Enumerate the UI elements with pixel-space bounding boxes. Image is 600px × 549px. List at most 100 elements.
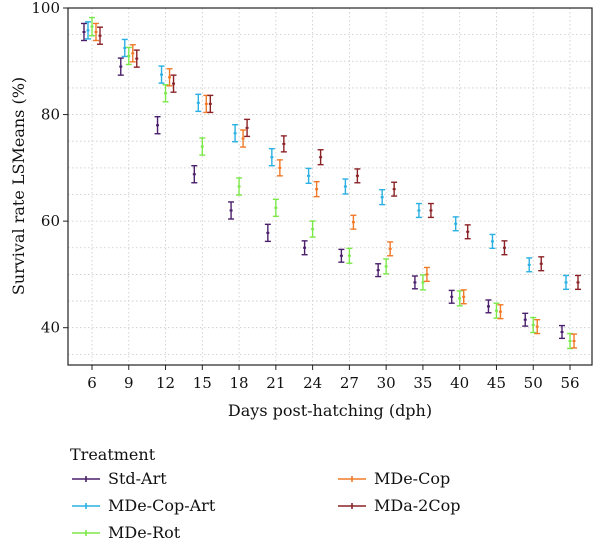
y-axis: 40 60 80 100 <box>31 0 68 337</box>
data-point <box>538 256 545 272</box>
data-point <box>264 223 271 243</box>
data-point <box>313 181 320 198</box>
data-point <box>232 123 239 143</box>
data-point <box>448 289 455 304</box>
series-std-art <box>81 22 565 340</box>
legend-item-mde-cop: MDe-Cop <box>338 469 450 488</box>
data-point <box>485 299 492 314</box>
data-point <box>338 248 345 263</box>
legend-label: MDe-Cop <box>374 469 450 488</box>
data-point <box>89 16 95 37</box>
data-point <box>93 22 99 42</box>
x-tick-label: 18 <box>230 374 249 392</box>
data-point <box>317 149 324 166</box>
data-point <box>489 233 496 250</box>
data-point <box>240 129 247 148</box>
legend-items: Std-Art MDe-Cop-Art MDe-Rot MDe-Cop MDa-2Cop <box>72 469 460 542</box>
legend: Treatment Std-Art MDe-Cop-Art MDe-Rot MDe-C… <box>70 445 460 542</box>
data-point <box>350 214 357 230</box>
data-point <box>158 65 165 84</box>
series-mde-rot <box>89 16 573 350</box>
data-point <box>170 74 177 93</box>
data-point <box>191 165 198 184</box>
legend-label: MDe-Cop-Art <box>108 496 216 515</box>
data-point <box>497 304 504 320</box>
y-tick-label: 80 <box>41 106 60 124</box>
data-point <box>575 274 581 291</box>
data-point <box>81 22 87 42</box>
x-tick-label: 9 <box>124 374 134 392</box>
series-mda-2cop <box>97 26 581 291</box>
x-tick-label: 27 <box>340 374 359 392</box>
x-tick-label: 35 <box>413 374 432 392</box>
data-point <box>129 44 136 63</box>
data-point <box>501 240 508 256</box>
data-point <box>526 257 533 273</box>
grid-lines <box>68 8 592 365</box>
x-tick-label: 50 <box>524 374 543 392</box>
data-point <box>411 275 418 290</box>
data-point <box>559 324 565 340</box>
x-tick-label: 45 <box>487 374 506 392</box>
data-point <box>427 202 434 219</box>
legend-label: Std-Art <box>108 469 167 488</box>
data-point <box>199 137 206 156</box>
y-tick-label: 60 <box>41 212 60 230</box>
x-tick-label: 15 <box>193 374 212 392</box>
data-point <box>391 181 398 197</box>
plot-frame <box>67 7 593 366</box>
x-tick-label: 30 <box>377 374 396 392</box>
data-point <box>236 177 243 196</box>
data-point <box>534 319 541 335</box>
data-point <box>419 274 426 291</box>
data-point <box>375 263 382 278</box>
data-point <box>423 266 430 283</box>
legend-label: MDa-2Cop <box>374 496 460 515</box>
data-point <box>346 247 353 264</box>
data-point <box>97 26 103 45</box>
data-point <box>567 332 573 350</box>
data-point <box>154 115 161 135</box>
data-point <box>301 240 308 256</box>
data-point <box>530 316 537 334</box>
x-axis-title: Days post-hatching (dph) <box>228 401 432 420</box>
x-tick-label: 6 <box>87 374 97 392</box>
legend-title: Treatment <box>70 445 156 464</box>
x-tick-label: 24 <box>303 374 322 392</box>
data-point <box>207 94 214 114</box>
data-point <box>456 290 463 307</box>
x-tick-label: 56 <box>560 374 579 392</box>
data-point <box>162 84 169 103</box>
data-point <box>522 312 529 327</box>
data-point <box>452 216 459 232</box>
x-tick-label: 40 <box>450 374 469 392</box>
data-point <box>85 21 91 40</box>
data-point <box>117 57 124 76</box>
legend-item-mde-rot: MDe-Rot <box>72 523 181 542</box>
data-point <box>125 46 132 66</box>
data-point <box>268 147 275 167</box>
data-point <box>571 333 577 349</box>
series-mde-cop <box>93 22 577 349</box>
data-series <box>81 16 581 350</box>
data-point <box>464 224 471 240</box>
data-point <box>460 289 467 305</box>
data-point <box>383 258 390 275</box>
x-tick-label: 12 <box>156 374 175 392</box>
data-point <box>305 167 312 185</box>
y-tick-label: 100 <box>31 0 60 17</box>
data-point <box>280 135 287 153</box>
series-mde-cop-art <box>85 21 569 291</box>
x-tick-label: 21 <box>266 374 285 392</box>
legend-item-mda-2cop: MDa-2Cop <box>338 496 460 515</box>
data-point <box>276 159 283 177</box>
data-point <box>309 220 316 238</box>
data-point <box>354 168 361 184</box>
data-point <box>203 94 210 114</box>
data-point <box>379 188 386 206</box>
data-point <box>415 202 422 219</box>
data-point <box>563 274 569 291</box>
legend-label: MDe-Rot <box>108 523 181 542</box>
